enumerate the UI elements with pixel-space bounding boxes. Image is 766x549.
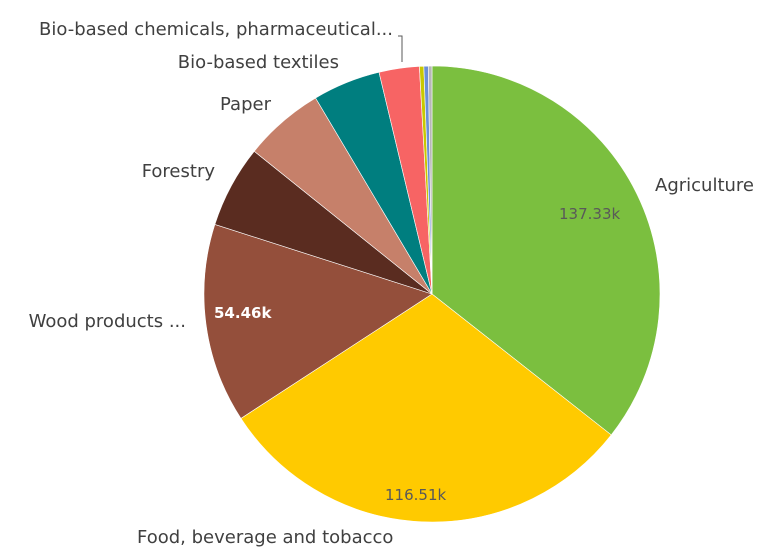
category-label-food-beverage-and-tobacco: Food, beverage and tobacco (137, 527, 393, 548)
category-label-agriculture: Agriculture (655, 175, 754, 196)
pie-slice-wood-products[interactable] (203, 224, 433, 419)
category-label-bio-based-chemicals-pharmaceutical: Bio-based chemicals, pharmaceutical... (39, 19, 393, 40)
pie-slice-slice-9[interactable] (427, 65, 433, 295)
category-label-paper: Paper (220, 94, 272, 115)
value-label-wood-products: 54.46k (214, 304, 272, 322)
pie-slice-agriculture[interactable] (431, 65, 661, 436)
labels-layer: Agriculture Food, beverage and tobacco Woo… (29, 19, 754, 548)
value-label-food-beverage-and-tobacco: 116.51k (385, 486, 446, 504)
value-label-agriculture: 137.33k (559, 205, 620, 223)
category-label-bio-based-textiles: Bio-based textiles (178, 52, 339, 73)
category-label-wood-products: Wood products ... (29, 311, 186, 332)
pie-slice-food-beverage-and-tobacco[interactable] (240, 293, 612, 523)
category-label-forestry: Forestry (142, 161, 216, 182)
leader-line-bio-based-chemicals (398, 35, 403, 62)
slices-layer (203, 65, 661, 523)
leaders-layer (398, 35, 403, 62)
value-labels-layer: 137.33k 116.51k 54.46k (214, 205, 620, 504)
